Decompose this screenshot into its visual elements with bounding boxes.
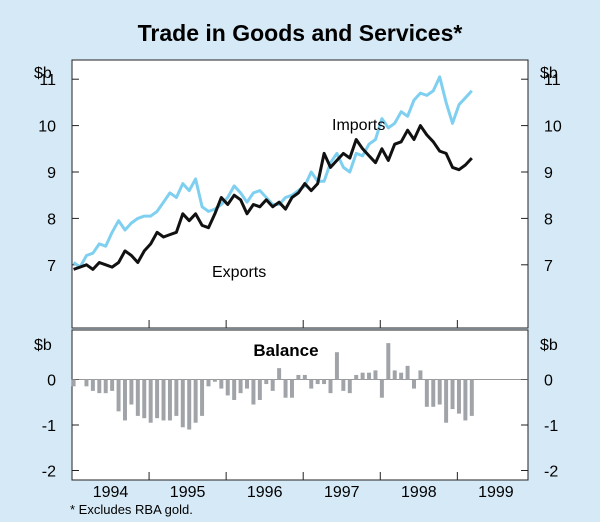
balance-bar (412, 379, 416, 389)
balance-bar (328, 379, 333, 394)
balance-bar (200, 379, 205, 416)
balance-bar (245, 379, 250, 389)
lower-ytick-label-right: 0 (544, 373, 553, 390)
balance-bar (97, 379, 102, 394)
balance-bar (309, 379, 314, 389)
balance-bar (354, 374, 359, 380)
balance-bar (187, 379, 192, 430)
balance-bar (232, 379, 237, 400)
balance-bar (251, 379, 256, 405)
balance-bar (424, 379, 429, 407)
lower-ytick-label-right: -1 (544, 418, 558, 435)
series-label-imports: Imports (332, 117, 385, 134)
balance-bar (225, 379, 230, 396)
balance-bar (296, 374, 301, 380)
balance-bar (84, 379, 89, 387)
series-label-exports: Exports (212, 264, 266, 281)
balance-bar (469, 379, 474, 416)
upper-ytick-label-left: 8 (47, 211, 56, 228)
lower-unit-left: $b (34, 337, 52, 354)
upper-ytick-label-left: 11 (39, 72, 56, 89)
balance-bar (431, 379, 436, 407)
balance-bar (193, 379, 198, 423)
xtick-label-1996: 1996 (247, 484, 283, 501)
balance-bar (277, 368, 282, 380)
balance-bar (444, 379, 449, 423)
balance-bar (386, 343, 391, 380)
balance-bar (180, 379, 185, 428)
balance-bar (463, 379, 468, 421)
balance-bar (206, 379, 211, 387)
balance-bar (418, 370, 423, 380)
balance-bar (405, 365, 410, 380)
upper-unit-left: $b (34, 65, 52, 82)
balance-bar (392, 370, 397, 380)
series-line-exports (73, 124, 473, 271)
balance-bar (238, 379, 243, 394)
upper-ytick-label-right: 8 (544, 211, 553, 228)
balance-bar (174, 379, 179, 416)
balance-bar (437, 379, 442, 405)
balance-bar (155, 379, 160, 419)
upper-ytick-label-left: 10 (38, 119, 56, 136)
balance-bar (212, 379, 217, 382)
xtick-label-1997: 1997 (324, 484, 360, 501)
balance-bar (367, 372, 372, 380)
balance-bar (122, 379, 127, 421)
balance-bar (360, 372, 365, 380)
footnote: * Excludes RBA gold. (70, 502, 193, 517)
balance-bar (257, 379, 262, 400)
balance-bar (219, 379, 224, 389)
balance-bar (161, 379, 166, 421)
balance-bar (71, 379, 76, 387)
lower-ytick-label-left: -2 (42, 464, 56, 481)
balance-bar (399, 372, 404, 380)
xtick-label-1999: 1999 (478, 484, 514, 501)
lower-ytick-label-left: -1 (42, 418, 56, 435)
balance-bar (341, 379, 346, 391)
balance-bar (315, 379, 320, 385)
xtick-label-1994: 1994 (93, 484, 129, 501)
balance-bar (142, 379, 147, 419)
balance-panel-title: Balance (253, 341, 318, 360)
upper-ytick-label-right: 10 (544, 119, 562, 136)
balance-bar (283, 379, 288, 398)
chart-title: Trade in Goods and Services* (138, 20, 463, 46)
upper-ytick-label-right: 7 (544, 258, 553, 275)
balance-bar (289, 379, 294, 398)
balance-bar (148, 379, 153, 423)
lower-ytick-label-left: 0 (47, 373, 56, 390)
balance-bar (116, 379, 121, 412)
upper-panel-frame (71, 59, 529, 329)
balance-bar (322, 379, 327, 385)
lower-ytick-label-right: -2 (544, 464, 558, 481)
upper-ytick-label-left: 9 (47, 165, 56, 182)
balance-bar (373, 370, 378, 380)
balance-bar (110, 379, 115, 391)
balance-bar (456, 379, 461, 414)
balance-bar (302, 374, 307, 380)
lower-unit-right: $b (540, 337, 558, 354)
series-line-imports (72, 75, 473, 269)
xtick-label-1998: 1998 (401, 484, 437, 501)
balance-bar (167, 379, 172, 421)
balance-bar (103, 379, 108, 394)
upper-ytick-label-right: 11 (544, 72, 561, 89)
balance-bar (129, 379, 134, 405)
balance-bar (90, 379, 95, 391)
upper-unit-right: $b (540, 65, 558, 82)
balance-bar (379, 379, 384, 398)
balance-bar (270, 379, 275, 391)
balance-bar (264, 379, 269, 385)
upper-ytick-label-left: 7 (47, 258, 56, 275)
xtick-label-1995: 1995 (170, 484, 206, 501)
balance-bar (347, 379, 352, 394)
balance-bar (334, 352, 339, 380)
balance-bar (135, 379, 140, 416)
balance-bar (450, 379, 455, 410)
upper-ytick-label-right: 9 (544, 165, 553, 182)
